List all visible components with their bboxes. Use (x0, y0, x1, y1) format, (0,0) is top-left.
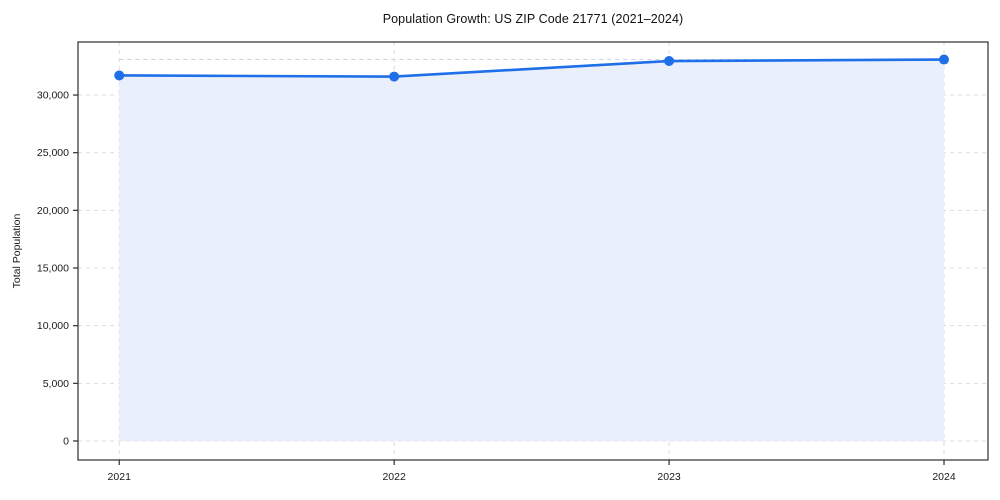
y-axis-title: Total Population (11, 213, 23, 289)
x-tick-label: 2024 (932, 471, 956, 483)
y-tick-label: 5,000 (43, 378, 69, 390)
x-tick-label: 2023 (657, 471, 681, 483)
data-point-marker (114, 70, 125, 81)
x-tick-label: 2022 (382, 471, 406, 483)
plot-border (77, 41, 989, 461)
y-tick-label: 10,000 (37, 320, 69, 332)
y-tick-label: 0 (63, 435, 69, 447)
data-point-marker (389, 71, 400, 82)
data-point-marker (939, 54, 950, 65)
data-point-marker (664, 56, 675, 67)
y-tick-label: 20,000 (37, 205, 69, 217)
y-tick-label: 15,000 (37, 263, 69, 275)
population-trend-line (117, 58, 946, 78)
area-fill (119, 59, 945, 441)
x-tick-label: 2021 (108, 471, 132, 483)
y-tick-label: 30,000 (37, 90, 69, 102)
chart-title: Population Growth: US ZIP Code 21771 (20… (382, 12, 684, 26)
y-tick-label: 25,000 (37, 147, 69, 159)
